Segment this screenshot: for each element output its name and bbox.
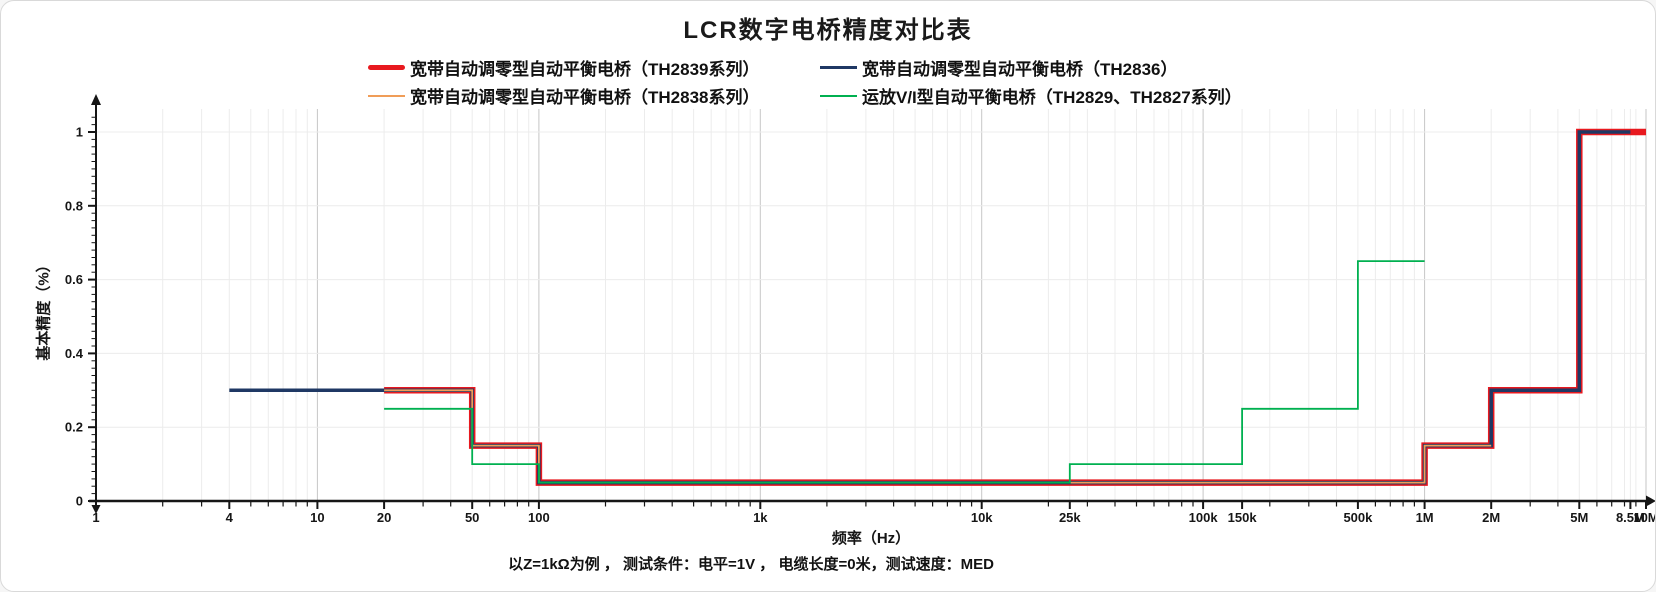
- x-tick-label: 500k: [1343, 510, 1373, 525]
- legend-item: 运放V/I型自动平衡电桥（TH2829、TH2827系列）: [820, 84, 1288, 107]
- legend-item: 宽带自动调零型自动平衡电桥（TH2836）: [820, 56, 1288, 79]
- axes: 1 4 10 20 50 100 1k 10k 25k 100k 150k 500k 1M 2M 5M 8.5…: [65, 94, 1656, 525]
- legend-label: 运放V/I型自动平衡电桥（TH2829、TH2827系列）: [862, 88, 1242, 107]
- legend-item: 宽带自动调零型自动平衡电桥（TH2839系列）: [368, 56, 820, 79]
- y-tick-label: 0.8: [65, 198, 83, 213]
- y-axis-down-arrow-icon: [91, 505, 101, 514]
- legend-label: 宽带自动调零型自动平衡电桥（TH2839系列）: [410, 60, 760, 79]
- x-tick-label: 50: [465, 510, 479, 525]
- gridlines: [96, 109, 1647, 501]
- x-tick-label: 100k: [1189, 510, 1219, 525]
- x-axis-title: 频率（Hz）: [831, 530, 911, 547]
- legend-item: 宽带自动调零型自动平衡电桥（TH2838系列）: [368, 84, 820, 107]
- x-tick-label: 20: [377, 510, 391, 525]
- x-tick-label: 10k: [971, 510, 993, 525]
- y-axis-arrow-icon: [91, 94, 101, 105]
- x-tick-label: 2M: [1482, 510, 1500, 525]
- y-tick-label: 0.6: [65, 272, 83, 287]
- x-tick-label: 25k: [1059, 510, 1081, 525]
- x-axis-arrow-icon: [1646, 495, 1655, 507]
- y-axis-title: 基本精度（%）: [35, 257, 53, 361]
- test-conditions-note: 以Z=1kΩ为例 ， 测试条件：电平=1V ， 电缆长度=0米，测试速度：MED: [508, 556, 994, 573]
- x-tick-label: 4: [226, 510, 234, 525]
- x-tick-label: 10: [310, 510, 324, 525]
- x-tick-label: 1M: [1416, 510, 1434, 525]
- legend: 宽带自动调零型自动平衡电桥（TH2839系列） 宽带自动调零型自动平衡电桥（TH2…: [1, 56, 1655, 107]
- x-tick-label: 150k: [1228, 510, 1258, 525]
- series-line-3: [384, 260, 1425, 484]
- y-tick-label: 1: [76, 125, 83, 140]
- legend-label: 宽带自动调零型自动平衡电桥（TH2838系列）: [410, 88, 760, 107]
- series-lines: [229, 128, 1646, 486]
- y-tick-label: 0.4: [65, 346, 84, 361]
- x-tick-label: 8.5M: [1616, 510, 1645, 525]
- x-tick-label: 1: [92, 510, 99, 525]
- x-tick-label: 100: [528, 510, 550, 525]
- legend-line-swatch: [368, 94, 405, 97]
- series-line-0: [384, 128, 1646, 486]
- x-tick-label: 5M: [1570, 510, 1588, 525]
- x-tick-label: 10M: [1633, 510, 1656, 525]
- chart-title: LCR数字电桥精度对比表: [683, 17, 973, 44]
- legend-label: 宽带自动调零型自动平衡电桥（TH2836）: [862, 60, 1178, 79]
- series-line-1: [229, 130, 1631, 485]
- legend-line-swatch: [368, 64, 405, 71]
- y-tick-label: 0: [76, 494, 83, 509]
- legend-line-swatch: [820, 94, 857, 97]
- x-tick-label: 1k: [753, 510, 768, 525]
- legend-line-swatch: [820, 65, 857, 70]
- series-line-2: [384, 389, 1492, 484]
- y-tick-label: 0.2: [65, 420, 83, 435]
